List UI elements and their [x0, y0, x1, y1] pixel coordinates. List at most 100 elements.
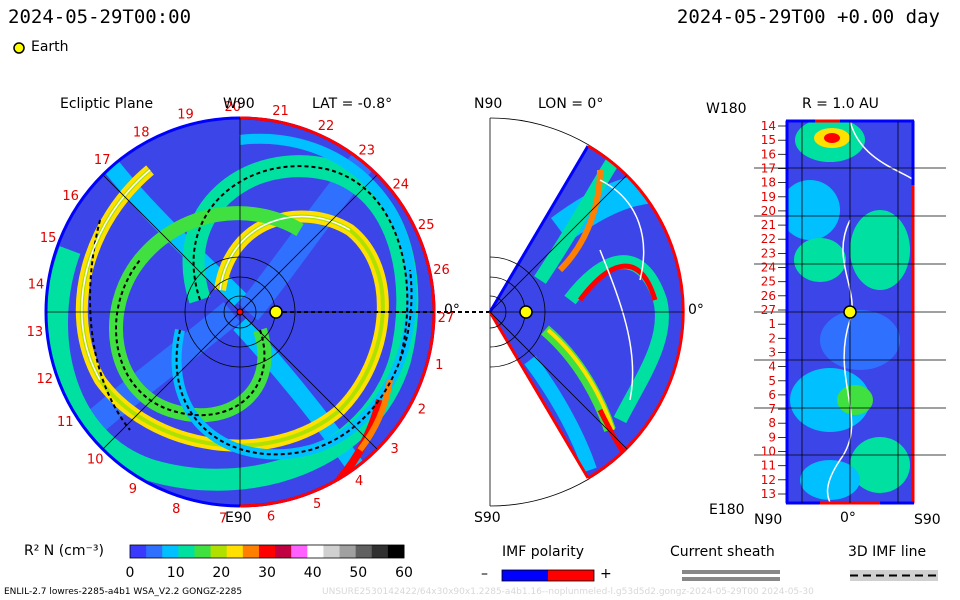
lat-lon-row-label: 7: [768, 402, 776, 416]
lat-lon-row-label: 18: [761, 176, 776, 190]
ecliptic-lat-label: LAT = -0.8°: [312, 96, 393, 112]
colorbar-segment: [355, 545, 373, 558]
colorbar-frame: [129, 544, 405, 559]
current-sheath-title: Current sheath: [670, 544, 775, 560]
colorbar-segment: [371, 545, 389, 558]
lat-lon-row-label: 19: [761, 190, 776, 204]
ecliptic-top-label: W90: [223, 96, 255, 112]
lat-lon-r-label: R = 1.0 AU: [802, 96, 879, 112]
carrington-number: 15: [40, 231, 57, 246]
meridional-plane-plot: [488, 117, 685, 507]
carrington-number: 20: [225, 100, 242, 115]
colorbar-tick-label: 10: [167, 565, 185, 581]
lat-lon-row-label: 2: [768, 331, 776, 345]
carrington-number: 4: [355, 474, 363, 489]
colorbar-segment: [130, 545, 147, 558]
lat-lon-row-labels: 1415161718192021222324252627123456789101…: [761, 119, 786, 501]
colorbar-tick-label: 50: [349, 565, 367, 581]
left-timestamp: 2024-05-29T00:00: [8, 6, 192, 28]
carrington-number: 26: [433, 263, 450, 278]
colorbar-segment: [339, 545, 357, 558]
ecliptic-plane-plot: [44, 116, 490, 508]
lat-lon-row-label: 22: [761, 232, 776, 246]
colorbar-segment: [307, 545, 324, 558]
carrington-number: 25: [418, 218, 435, 233]
lat-lon-top-left-label: W180: [706, 101, 747, 117]
carrington-number: 19: [177, 107, 194, 122]
carrington-number: 13: [27, 325, 44, 340]
lat-lon-row-label: 17: [761, 162, 776, 176]
colorbar-label: R² N (cm⁻³): [24, 543, 104, 559]
carrington-number: 2: [418, 403, 426, 418]
lat-lon-row-label: 6: [768, 388, 776, 402]
earth-marker-ecliptic: [269, 305, 283, 319]
ecliptic-spiral-bands: [46, 118, 434, 506]
lat-lon-row-label: 5: [768, 374, 776, 388]
colorbar-segment: [242, 545, 260, 558]
colorbar-tick-labels: 0 10 20 30 40 50 60: [126, 565, 413, 581]
carrington-number: 6: [267, 510, 275, 525]
lat-lon-row-label: 20: [761, 204, 776, 218]
lat-lon-row-label: 15: [761, 133, 776, 147]
colorbar-segment: [275, 545, 292, 558]
imf-polarity-title: IMF polarity: [502, 544, 585, 560]
colorbar-segment: [387, 545, 405, 558]
carrington-number: 21: [272, 104, 289, 119]
colorbar-tick-label: 20: [212, 565, 230, 581]
lat-lon-row-label: 4: [768, 360, 776, 374]
colorbar-segment: [258, 545, 276, 558]
carrington-number: 24: [393, 177, 410, 192]
earth-marker-meridional: [519, 305, 533, 319]
lat-lon-row-label: 21: [761, 218, 776, 232]
carrington-number-ring: 20 21222324252627123456789101112131415161…: [27, 100, 455, 526]
earth-marker-lat-lon: [843, 305, 857, 319]
meridional-bottom-label: S90: [474, 510, 501, 526]
lat-lon-row-label: 27: [761, 303, 776, 317]
carrington-number: 3: [391, 442, 399, 457]
lat-lon-row-label: 8: [768, 416, 776, 430]
lat-lon-row-label: 1: [768, 317, 776, 331]
imf-polarity-minus: –: [481, 566, 488, 582]
lat-lon-row-label: 12: [761, 473, 776, 487]
lat-lon-row-label: 9: [768, 430, 776, 444]
carrington-number: 22: [318, 119, 335, 134]
meridional-right-label: 0°: [688, 302, 704, 318]
sun-marker: [236, 308, 244, 316]
lat-lon-row-label: 23: [761, 246, 776, 260]
lat-lon-row-label: 25: [761, 275, 776, 289]
lat-lon-row-label: 16: [761, 147, 776, 161]
lat-lon-row-label: 14: [761, 119, 776, 133]
imf-polarity-frame: [501, 569, 595, 582]
colorbar-segment: [210, 545, 228, 558]
carrington-number: 1: [435, 358, 443, 373]
colorbar-tick-label: 40: [304, 565, 322, 581]
meridional-top-label: N90: [474, 96, 503, 112]
lat-lon-row-label: 10: [761, 445, 776, 459]
colorbar-segment: [178, 545, 195, 558]
imf-polarity-positive-swatch: [548, 570, 594, 581]
carrington-number: 17: [94, 153, 111, 168]
colorbar-segment: [291, 545, 308, 558]
lat-lon-x-label-0: 0°: [840, 510, 856, 526]
colorbar-segment: [162, 545, 179, 558]
carrington-number: 7: [219, 511, 227, 526]
meridional-outer-polarity-red-2: [587, 189, 685, 480]
carrington-number: 9: [129, 482, 137, 497]
carrington-number: 16: [62, 189, 79, 204]
meridional-upper-edge: [488, 145, 590, 313]
lat-lon-bottom-left-label: E180: [709, 502, 745, 518]
lat-lon-row-label: 26: [761, 289, 776, 303]
lat-lon-row-label: 24: [761, 261, 776, 275]
lat-lon-structures: [786, 121, 914, 503]
carrington-number: 27: [438, 311, 455, 326]
colorbar-tick-label: 0: [126, 565, 135, 581]
meridional-outer-polarity-red: [587, 144, 642, 191]
lat-lon-row-label: 13: [761, 487, 776, 501]
lat-lon-plot: [754, 119, 946, 505]
carrington-number: 5: [313, 497, 321, 512]
colorbar-tick-label: 30: [258, 565, 276, 581]
imf-polarity-negative-swatch: [502, 570, 548, 581]
colorbar-segment: [323, 545, 341, 558]
meridional-lower-edge: [488, 311, 590, 479]
